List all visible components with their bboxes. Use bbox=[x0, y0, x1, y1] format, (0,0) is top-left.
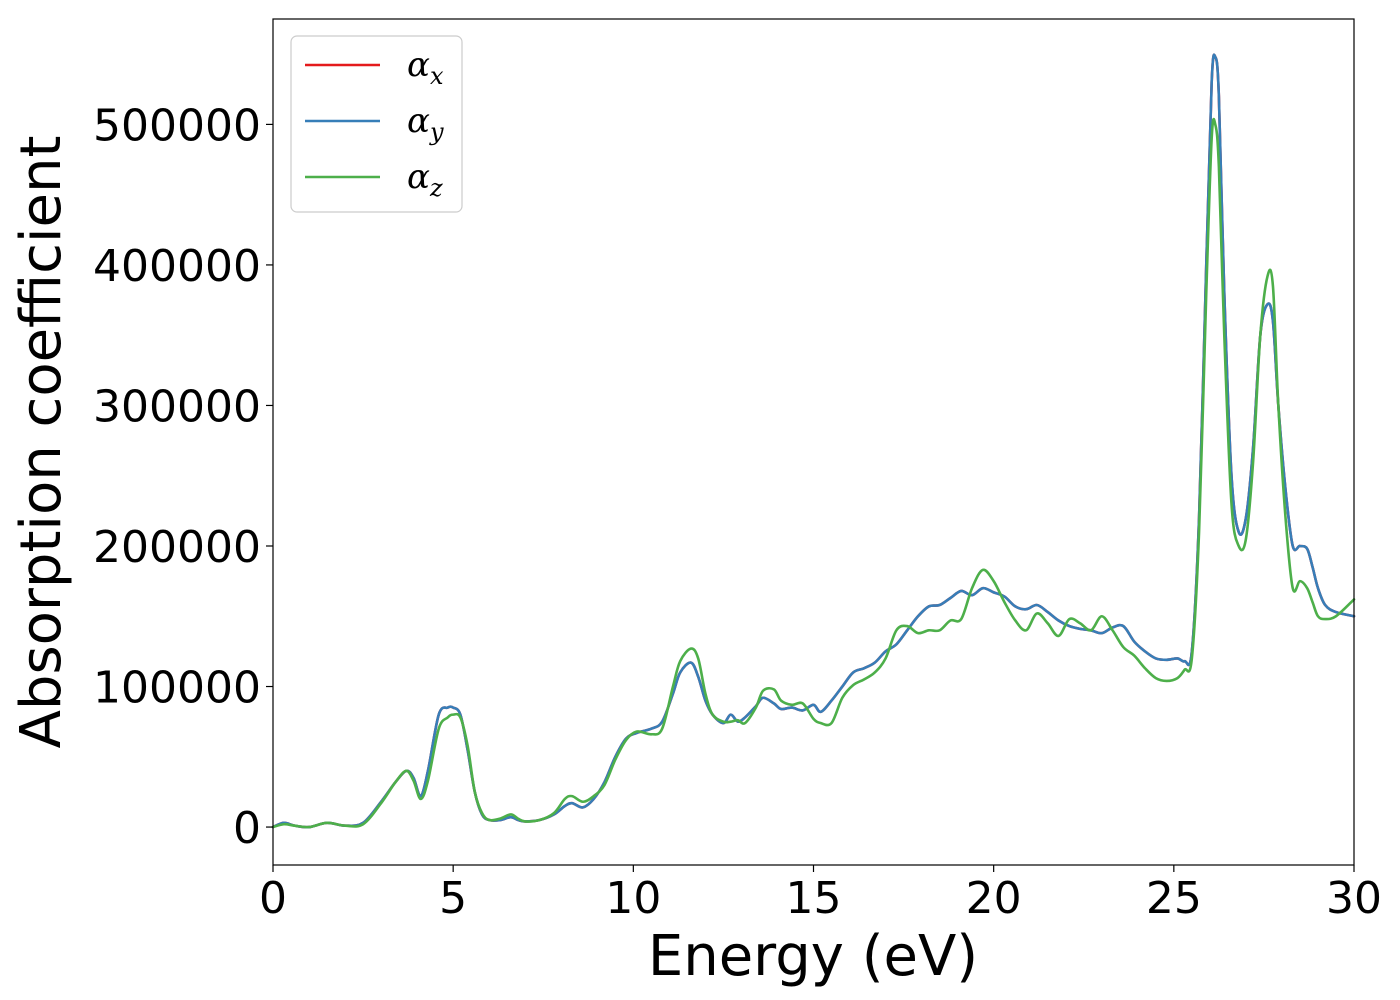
legend-label-alpha-x: αx bbox=[407, 45, 444, 90]
series-layer bbox=[271, 53, 1356, 829]
x-axis-label: Energy (eV) bbox=[648, 924, 978, 989]
x-tick-label: 20 bbox=[966, 873, 1022, 924]
x-axis-ticks: 0 5 10 15 20 25 30 bbox=[259, 865, 1382, 924]
y-axis-ticks: 0 100000 200000 300000 400000 500000 bbox=[93, 100, 273, 854]
legend: αx αy αz bbox=[290, 35, 463, 213]
legend-frame bbox=[290, 35, 463, 213]
y-tick-label: 0 bbox=[233, 803, 261, 854]
x-tick-label: 0 bbox=[259, 873, 287, 924]
legend-label-alpha-z: αz bbox=[407, 157, 443, 202]
y-tick-label: 300000 bbox=[93, 381, 261, 432]
y-tick-label: 200000 bbox=[93, 522, 261, 573]
x-tick-label: 5 bbox=[439, 873, 467, 924]
legend-items: αx αy αz bbox=[305, 45, 444, 202]
x-tick-label: 10 bbox=[605, 873, 661, 924]
x-tick-label: 25 bbox=[1146, 873, 1202, 924]
y-axis-label: Absorption coefficient bbox=[9, 136, 74, 749]
legend-label-alpha-y: αy bbox=[407, 101, 444, 146]
x-tick-label: 30 bbox=[1326, 873, 1382, 924]
y-tick-label: 100000 bbox=[93, 663, 261, 714]
y-tick-label: 500000 bbox=[93, 100, 261, 151]
series-line-alpha-z bbox=[271, 117, 1356, 829]
x-tick-label: 15 bbox=[786, 873, 842, 924]
y-tick-label: 400000 bbox=[93, 241, 261, 292]
